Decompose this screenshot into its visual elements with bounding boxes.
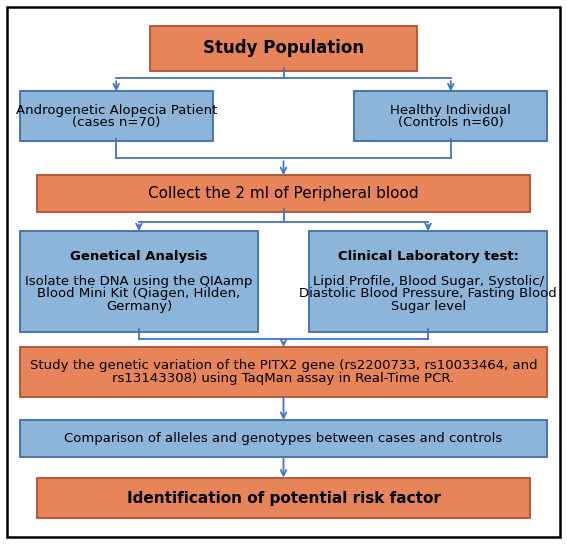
Text: Collect the 2 ml of Peripheral blood: Collect the 2 ml of Peripheral blood [148,186,419,201]
Text: Sugar level: Sugar level [391,300,466,313]
FancyBboxPatch shape [7,7,560,537]
FancyBboxPatch shape [37,175,530,212]
Text: Study the genetic variation of the PITX2 gene (rs2200733, rs10033464, and: Study the genetic variation of the PITX2… [29,360,538,373]
Text: Isolate the DNA using the QIAamp: Isolate the DNA using the QIAamp [25,275,253,288]
Text: Genetical Analysis: Genetical Analysis [70,250,208,263]
FancyBboxPatch shape [20,420,547,457]
Text: (cases n=70): (cases n=70) [72,116,160,129]
FancyBboxPatch shape [150,26,417,71]
Text: Lipid Profile, Blood Sugar, Systolic/: Lipid Profile, Blood Sugar, Systolic/ [312,275,544,288]
Text: (Controls n=60): (Controls n=60) [398,116,503,129]
Text: Identification of potential risk factor: Identification of potential risk factor [126,491,441,505]
Text: Study Population: Study Population [203,39,364,58]
FancyBboxPatch shape [20,231,258,332]
Text: Comparison of alleles and genotypes between cases and controls: Comparison of alleles and genotypes betw… [65,432,502,445]
Text: Androgenetic Alopecia Patient: Androgenetic Alopecia Patient [15,104,217,117]
FancyBboxPatch shape [20,91,213,141]
Text: Clinical Laboratory test:: Clinical Laboratory test: [337,250,519,263]
Text: rs13143308) using TaqMan assay in Real-Time PCR.: rs13143308) using TaqMan assay in Real-T… [112,372,455,385]
FancyBboxPatch shape [20,347,547,397]
Text: Germany): Germany) [106,300,172,313]
Text: Healthy Individual: Healthy Individual [390,104,511,117]
Text: Blood Mini Kit (Qiagen, Hilden,: Blood Mini Kit (Qiagen, Hilden, [37,287,240,300]
FancyBboxPatch shape [37,478,530,518]
FancyBboxPatch shape [309,231,547,332]
FancyBboxPatch shape [354,91,547,141]
Text: Diastolic Blood Pressure, Fasting Blood: Diastolic Blood Pressure, Fasting Blood [299,287,557,300]
